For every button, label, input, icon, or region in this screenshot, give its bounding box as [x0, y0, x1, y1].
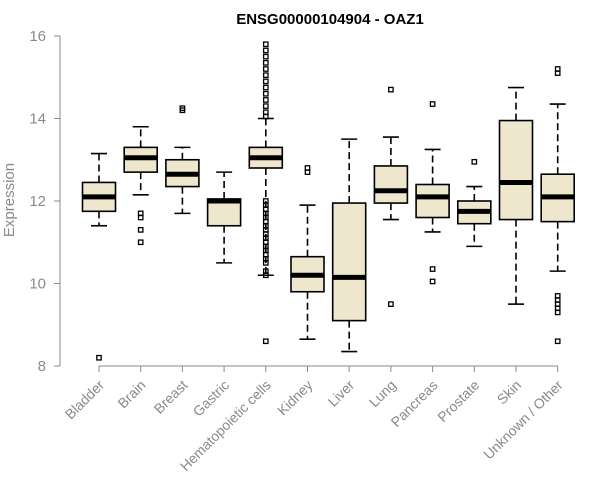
- y-tick-label: 16: [29, 28, 46, 45]
- iqr-box: [415, 183, 450, 219]
- y-tick-label: 8: [38, 358, 46, 375]
- x-tick-label: Prostate: [434, 377, 482, 425]
- outlier-point: [429, 101, 436, 107]
- x-tick-label: Unknown / Other: [480, 377, 566, 463]
- outlier-point: [262, 268, 269, 274]
- outlier-point: [262, 338, 269, 345]
- outlier-point: [262, 84, 269, 91]
- x-tick-label: Lung: [366, 377, 399, 410]
- box-hematopoietic-cells: [248, 41, 284, 345]
- box-lung: [373, 86, 409, 307]
- x-tick-label: Breast: [151, 377, 191, 417]
- box-brain: [123, 125, 158, 246]
- outlier-point: [262, 198, 269, 204]
- x-tick-label: Brain: [114, 377, 148, 411]
- outlier-point: [262, 41, 269, 48]
- outlier-point: [554, 338, 561, 345]
- chart-title: ENSG00000104904 - OAZ1: [236, 11, 424, 28]
- outlier-point: [262, 78, 269, 85]
- box-breast: [165, 105, 200, 215]
- outlier-point: [554, 309, 561, 316]
- box-kidney: [290, 165, 325, 340]
- outlier-point: [304, 165, 311, 171]
- box-prostate: [456, 158, 492, 248]
- iqr-box: [373, 165, 409, 204]
- outlier-point: [388, 86, 394, 93]
- outlier-point: [262, 90, 269, 97]
- x-tick-label: Liver: [325, 377, 358, 410]
- outlier-point: [429, 278, 436, 285]
- y-axis-label: Expression: [1, 163, 18, 237]
- box-pancreas: [415, 101, 450, 285]
- outlier-point: [179, 105, 186, 112]
- outlier-point: [262, 53, 269, 60]
- outlier-point: [388, 301, 394, 307]
- outlier-point: [262, 109, 269, 116]
- outlier-point: [262, 59, 269, 66]
- outlier-point: [471, 158, 478, 165]
- y-tick-label: 10: [29, 276, 46, 293]
- x-tick-label: Kidney: [274, 377, 316, 419]
- iqr-box: [498, 119, 534, 221]
- outlier-point: [137, 227, 144, 233]
- outlier-point: [262, 103, 269, 109]
- box-bladder: [81, 152, 117, 361]
- x-tick-label: Bladder: [62, 377, 108, 423]
- box-gastric: [206, 171, 242, 264]
- box-unknown-other: [540, 66, 576, 345]
- outlier-point: [262, 47, 269, 54]
- boxes: [81, 41, 576, 361]
- outlier-point: [137, 214, 144, 221]
- box-liver: [331, 138, 367, 353]
- outlier-point: [262, 66, 269, 72]
- outlier-point: [137, 239, 144, 246]
- y-tick-label: 12: [29, 193, 46, 210]
- box-skin: [498, 86, 534, 305]
- y-tick-label: 14: [29, 111, 46, 128]
- outlier-point: [262, 72, 269, 79]
- outlier-point: [429, 266, 436, 272]
- outlier-point: [262, 97, 269, 103]
- iqr-box: [331, 202, 367, 322]
- outlier-point: [554, 70, 561, 76]
- outlier-point: [96, 354, 102, 361]
- x-tick-label: Skin: [494, 377, 525, 408]
